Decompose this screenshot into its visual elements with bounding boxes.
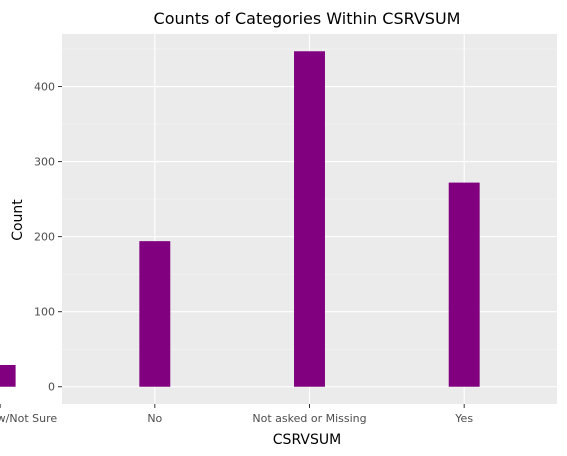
x-axis-title: CSRVSUM: [273, 432, 341, 448]
x-tick-label: Yes: [454, 412, 473, 425]
chart-title: Counts of Categories Within CSRVSUM: [154, 9, 461, 28]
bars: [0, 51, 480, 387]
y-tick-label: 300: [34, 156, 55, 169]
y-tick-label: 400: [34, 81, 55, 94]
x-tick-label: Don’t know/Not Sure: [0, 412, 57, 425]
y-tick-label: 100: [34, 306, 55, 319]
y-axis-title: Count: [10, 199, 26, 241]
y-axis-ticks: 0 100 200 300 400: [34, 81, 62, 394]
bar: [0, 364, 16, 387]
bar: [139, 241, 171, 387]
x-axis-ticks: Don’t know/Not Sure No Not asked or Missin…: [0, 404, 473, 425]
bar: [448, 182, 480, 387]
x-tick-label: No: [147, 412, 162, 425]
bar: [294, 51, 325, 387]
y-tick-label: 200: [34, 231, 55, 244]
x-tick-label: Not asked or Missing: [252, 412, 366, 425]
y-tick-label: 0: [48, 381, 55, 394]
